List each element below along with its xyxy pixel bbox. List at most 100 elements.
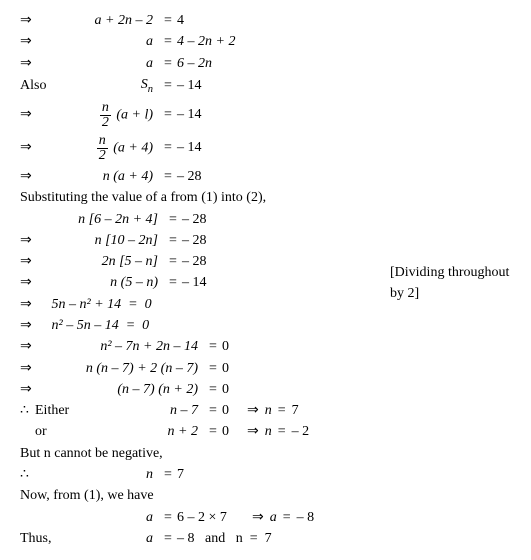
- implies-symbol: ⇒: [20, 337, 48, 357]
- step-line: ∴ n = 7: [20, 465, 521, 485]
- rhs: 0: [222, 422, 247, 442]
- equals: =: [159, 54, 177, 74]
- lhs: a: [73, 529, 159, 549]
- step-line: ⇒ n (a + 4) = – 28: [20, 167, 521, 187]
- rhs: 0: [222, 380, 229, 400]
- lhs: a + 2n – 2: [48, 11, 159, 31]
- implies-symbol: ⇒: [20, 11, 48, 31]
- lhs: 2n [5 – n]: [48, 252, 164, 272]
- therefore-symbol: ∴: [20, 401, 35, 421]
- implies-symbol: ⇒: [20, 295, 48, 315]
- rhs: – 28: [177, 167, 202, 187]
- lhs: n + 2: [95, 422, 204, 442]
- lhs: Sn: [48, 75, 159, 97]
- rhs: 4 – 2n + 2: [177, 32, 235, 52]
- step-line: ⇒ n² – 7n + 2n – 14 = 0: [20, 337, 521, 357]
- equals: =: [204, 422, 222, 442]
- implies-symbol: ⇒: [20, 380, 48, 400]
- text-line: But n cannot be negative,: [20, 444, 521, 464]
- implies-symbol: ⇒: [20, 273, 48, 293]
- equals: =: [204, 380, 222, 400]
- step-line: ⇒ n2 (a + 4) = – 14: [20, 134, 521, 163]
- step-line: a = 6 – 2 × 7 ⇒ a = – 8: [20, 508, 521, 528]
- step-line: n [6 – 2n + 4] = – 28: [20, 210, 521, 230]
- equals: =: [159, 167, 177, 187]
- step-line: ⇒ a = 6 – 2n: [20, 54, 521, 74]
- val: – 2: [286, 422, 310, 442]
- expr: 5n – n² + 14 = 0: [48, 295, 152, 315]
- step-line: ⇒ n (n – 7) + 2 (n – 7) = 0: [20, 359, 521, 379]
- equals: =: [159, 105, 177, 125]
- var: n: [259, 401, 278, 421]
- rhs: – 28: [182, 210, 207, 230]
- equals: =: [159, 11, 177, 31]
- equals: =: [204, 337, 222, 357]
- step-line: or n + 2 = 0 ⇒ n = – 2: [20, 422, 521, 442]
- rhs: – 14: [177, 138, 202, 158]
- lhs: n2 (a + 4): [48, 134, 159, 163]
- equals: =: [159, 465, 177, 485]
- lhs: n (n – 7) + 2 (n – 7): [48, 359, 204, 379]
- lhs: n [6 – 2n + 4]: [48, 210, 164, 230]
- var: n: [259, 422, 278, 442]
- lhs: n – 7: [95, 401, 204, 421]
- implies-symbol: ⇒: [20, 252, 48, 272]
- equals: =: [159, 76, 177, 96]
- implies-symbol: ⇒: [247, 401, 259, 421]
- label: Also: [20, 76, 48, 96]
- annotation: [Dividing throughout by 2]: [390, 263, 521, 304]
- implies-symbol: ⇒: [20, 138, 48, 158]
- rhs: 6 – 2 × 7: [177, 508, 252, 528]
- text: But n cannot be negative,: [20, 444, 163, 464]
- text: Substituting the value of a from (1) int…: [20, 188, 266, 208]
- equals: =: [159, 32, 177, 52]
- equals: =: [204, 401, 222, 421]
- implies-symbol: ⇒: [20, 359, 48, 379]
- step-line: ⇒ (n – 7) (n + 2) = 0: [20, 380, 521, 400]
- implies-symbol: ⇒: [252, 508, 264, 528]
- lhs: (n – 7) (n + 2): [48, 380, 204, 400]
- implies-symbol: ⇒: [20, 231, 48, 251]
- lhs: a: [48, 32, 159, 52]
- equals: =: [164, 273, 182, 293]
- equals: =: [164, 231, 182, 251]
- step-line: Thus, a = – 8 and n = 7: [20, 529, 521, 549]
- rhs: – 14: [177, 76, 202, 96]
- step-line: ⇒ a = 4 – 2n + 2: [20, 32, 521, 52]
- label: Thus,: [20, 529, 73, 549]
- rhs: 0: [222, 359, 229, 379]
- lhs: n (a + 4): [48, 167, 159, 187]
- implies-symbol: ⇒: [247, 422, 259, 442]
- implies-symbol: ⇒: [20, 32, 48, 52]
- rhs: – 14: [182, 273, 207, 293]
- equals: =: [164, 252, 182, 272]
- label: Either: [35, 401, 95, 421]
- rhs: – 28: [182, 231, 207, 251]
- expr: n² – 5n – 14 = 0: [48, 316, 149, 336]
- rhs: 0: [222, 337, 229, 357]
- lhs: a: [48, 54, 159, 74]
- step-line: ⇒ n² – 5n – 14 = 0: [20, 316, 521, 336]
- step-line: ⇒ n (5 – n) = – 14 [Dividing throughout …: [20, 273, 521, 293]
- lhs: n2 (a + l): [48, 101, 159, 130]
- equals: =: [164, 210, 182, 230]
- rhs: – 8 and n = 7: [177, 529, 272, 549]
- implies-symbol: ⇒: [20, 167, 48, 187]
- rhs: 7: [177, 465, 184, 485]
- equals: =: [283, 508, 291, 528]
- implies-symbol: ⇒: [20, 54, 48, 74]
- step-line: ∴ Either n – 7 = 0 ⇒ n = 7: [20, 401, 521, 421]
- step-line: ⇒ n [10 – 2n] = – 28: [20, 231, 521, 251]
- equals: =: [278, 422, 286, 442]
- lhs: a: [20, 508, 159, 528]
- rhs: 0: [222, 401, 247, 421]
- step-line: ⇒ a + 2n – 2 = 4: [20, 11, 521, 31]
- text-line: Substituting the value of a from (1) int…: [20, 188, 521, 208]
- text-line: Now, from (1), we have: [20, 486, 521, 506]
- text: Now, from (1), we have: [20, 486, 154, 506]
- fraction: n2: [97, 134, 108, 163]
- label: or: [35, 422, 95, 442]
- rhs: – 14: [177, 105, 202, 125]
- step-line: Also Sn = – 14: [20, 75, 521, 97]
- therefore-symbol: ∴: [20, 465, 35, 485]
